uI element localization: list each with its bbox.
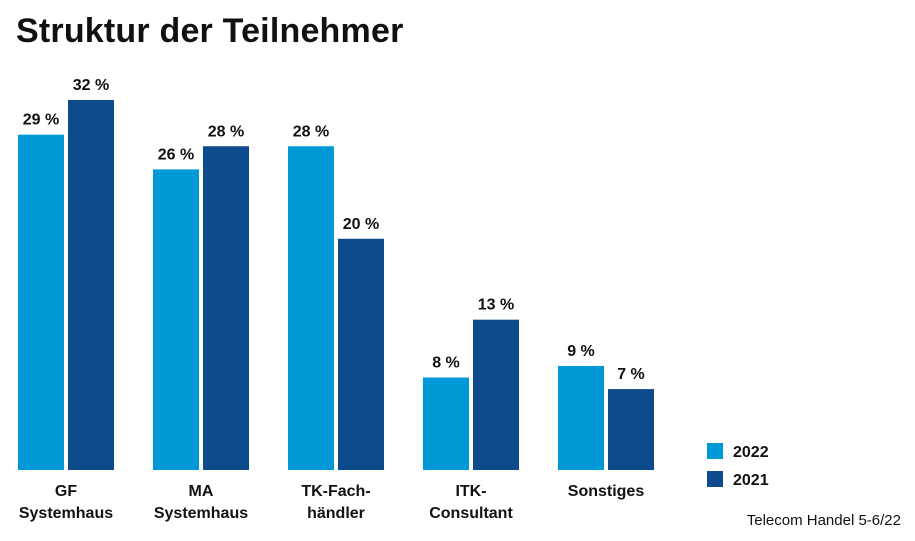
bars-group: [18, 100, 654, 470]
category-label-3-1: Consultant: [429, 505, 513, 522]
bar-2021-1: [203, 146, 249, 470]
legend-swatch-2021: [707, 471, 723, 487]
bar-2021-2: [338, 238, 384, 470]
category-label-1-0: MA: [189, 483, 214, 500]
bar-2022-2: [288, 146, 334, 470]
value-label-2021-2: 20 %: [343, 216, 379, 233]
category-label-2-0: TK-Fach-: [301, 483, 370, 500]
source-credit: Telecom Handel 5-6/22: [746, 512, 901, 529]
bar-2021-4: [608, 389, 654, 470]
legend-label-2021: 2021: [733, 472, 769, 489]
value-label-2021-4: 7 %: [617, 366, 645, 383]
bar-2022-0: [18, 134, 64, 470]
value-label-2022-3: 8 %: [432, 355, 460, 372]
value-label-2021-3: 13 %: [478, 297, 514, 314]
category-labels-group: GF Systemhaus MA Systemhaus TK-Fach-händler I…: [19, 483, 644, 522]
category-label-1-1: Systemhaus: [154, 505, 248, 522]
category-label-2-1: händler: [307, 505, 365, 522]
value-label-2021-1: 28 %: [208, 123, 244, 140]
bar-2021-0: [68, 100, 114, 470]
legend-label-2022: 2022: [733, 444, 769, 461]
legend-swatch-2022: [707, 443, 723, 459]
value-labels-group: 29 % 32 % 26 % 28 % 28 % 20 % 8 % 13 % 9 % 7 %: [23, 77, 645, 383]
bar-2022-4: [558, 365, 604, 470]
value-label-2022-2: 28 %: [293, 123, 329, 140]
bar-2022-1: [153, 169, 199, 470]
category-label-3-0: ITK-: [455, 483, 486, 500]
value-label-2021-0: 32 %: [73, 77, 109, 94]
category-label-0-1: Systemhaus: [19, 505, 113, 522]
bar-2022-3: [423, 377, 469, 470]
category-label-4-0: Sonstiges: [568, 483, 645, 500]
category-label-0-0: GF: [55, 483, 77, 500]
bar-2021-3: [473, 319, 519, 470]
legend: 2022 2021: [707, 443, 769, 489]
value-label-2022-0: 29 %: [23, 112, 59, 129]
value-label-2022-1: 26 %: [158, 146, 194, 163]
value-label-2022-4: 9 %: [567, 343, 595, 360]
chart-title: Struktur der Teilnehmer: [16, 12, 404, 50]
